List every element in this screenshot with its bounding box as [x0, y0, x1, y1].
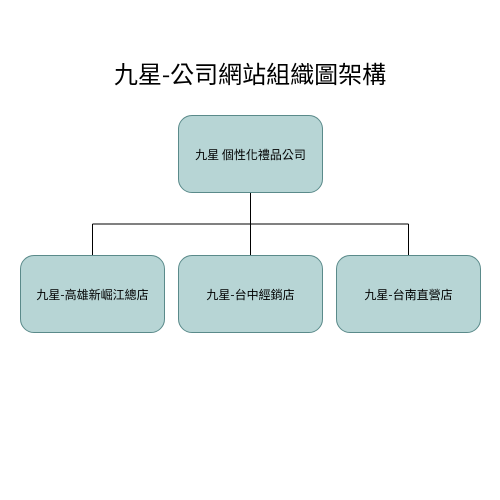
org-node-root: 九星 個性化禮品公司	[178, 115, 323, 193]
org-node-c1: 九星-高雄新崛江總店	[20, 255, 165, 333]
org-chart-canvas: 九星-公司網站組織圖架構 九星 個性化禮品公司九星-高雄新崛江總店九星-台中經銷…	[0, 0, 500, 500]
org-node-c2: 九星-台中經銷店	[178, 255, 323, 333]
org-node-c3: 九星-台南直營店	[336, 255, 481, 333]
chart-title: 九星-公司網站組織圖架構	[0, 55, 500, 90]
